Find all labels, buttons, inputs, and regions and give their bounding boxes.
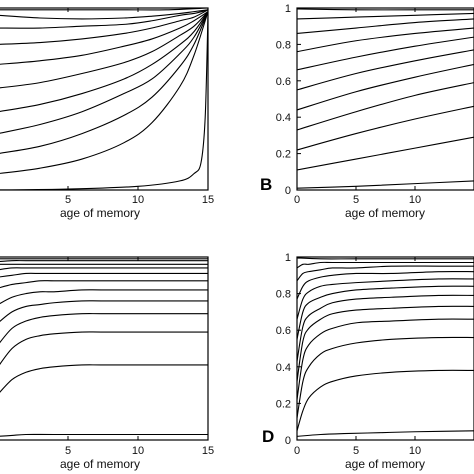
- panel-c-series-6: [0, 289, 208, 305]
- panel-b-series-2: [297, 136, 474, 171]
- panel-c-series-1: [0, 433, 208, 437]
- panel-c-xtick-label: 5: [65, 445, 71, 457]
- panel-a-series-2: [0, 11, 208, 174]
- panel-b-letter: B: [260, 175, 272, 194]
- panel-b-ytick-label: 0.8: [276, 39, 291, 51]
- panel-b-ytick-label: 0.4: [276, 112, 291, 124]
- panel-d-series-9: [297, 270, 474, 300]
- panel-a-xlabel: age of memory: [60, 206, 140, 220]
- panel-d-series-2: [297, 369, 474, 432]
- panel-d-xtick-label: 5: [353, 445, 359, 457]
- panel-d-ytick-label: 1: [285, 252, 291, 264]
- panel-c-frame: [0, 256, 209, 441]
- panel-c-series-8: [0, 272, 208, 278]
- panel-a-series-5: [0, 11, 208, 112]
- panel-a-xtick-label: 15: [202, 194, 214, 206]
- panel-d-xlabel: age of memory: [345, 457, 425, 471]
- panel-a: 5 10 15 age of memory: [0, 7, 214, 220]
- panel-c-xtick-label: 15: [202, 445, 214, 457]
- panel-a-curves: [0, 8, 208, 190]
- panel-b-xlabel: age of memory: [345, 206, 425, 220]
- panel-d-frame: [296, 256, 474, 441]
- panel-c-series-3: [0, 331, 208, 365]
- panel-b-series-11: [297, 8, 474, 11]
- panel-d-series-1: [297, 430, 474, 437]
- panel-c-series-7: [0, 280, 208, 289]
- panel-c-series-4: [0, 313, 208, 344]
- panel-d-xtick-label: 10: [409, 445, 421, 457]
- panel-a-frame: [0, 7, 209, 191]
- panel-b-ytick-label: 0.2: [276, 149, 291, 161]
- panel-a-series-4: [0, 11, 208, 134]
- panel-d-series-12: [297, 257, 474, 260]
- panel-a-series-9: [0, 9, 208, 29]
- panel-b-series-7: [297, 36, 474, 71]
- panel-b-series-10: [297, 12, 474, 20]
- panel-b-xtick-label: 5: [353, 194, 359, 206]
- panel-d-ytick-label: 0.2: [276, 398, 291, 410]
- panel-b-series-9: [297, 18, 474, 35]
- panel-c-series-2: [0, 364, 208, 393]
- panel-d-ytick-label: 0.6: [276, 325, 291, 337]
- panel-c-series-5: [0, 300, 208, 322]
- panel-d-ytick-label: 0.8: [276, 289, 291, 301]
- panel-a-series-10: [0, 9, 208, 20]
- panel-c-series-11: [0, 260, 208, 262]
- panel-a-xtick-label: 10: [132, 194, 144, 206]
- panel-d-series-8: [297, 278, 474, 320]
- panel-d-xtick-label: 0: [294, 445, 300, 457]
- panel-b-ytick-label: 0.6: [276, 76, 291, 88]
- panel-b-series-3: [297, 105, 474, 151]
- panel-d: 0 5 10 0 0.2 0.4 0.6 0.8 1 age of memory D: [262, 252, 474, 471]
- panel-b: 0 5 10 0 0.2 0.4 0.6 0.8 1 age of memory B: [260, 3, 474, 220]
- panel-d-series-5: [297, 305, 474, 382]
- panel-d-series-7: [297, 285, 474, 340]
- panel-d-series-3: [297, 336, 474, 419]
- panel-d-ytick-label: 0.4: [276, 362, 291, 374]
- panel-b-curves: [297, 8, 474, 189]
- panel-d-series-11: [297, 261, 474, 269]
- panel-b-series-4: [297, 82, 474, 131]
- panel-b-xtick-label: 10: [409, 194, 421, 206]
- panel-b-frame: [296, 7, 474, 191]
- panel-b-ytick-label: 0: [285, 185, 291, 197]
- panel-a-series-1: [0, 13, 208, 190]
- panel-c-xlabel: age of memory: [60, 457, 140, 471]
- panel-b-ytick-label: 1: [285, 3, 291, 15]
- panel-a-series-7: [0, 11, 208, 65]
- panel-b-xtick-label: 0: [294, 194, 300, 206]
- panel-a-series-3: [0, 11, 208, 154]
- panel-d-series-4: [297, 318, 474, 400]
- panel-a-series-11: [0, 8, 208, 11]
- panel-a-xtick-label: 5: [65, 194, 71, 206]
- panel-d-ytick-label: 0: [285, 435, 291, 447]
- panel-d-series-10: [297, 265, 474, 282]
- panel-c-series-9: [0, 267, 208, 271]
- panel-c: 5 10 15 age of memory: [0, 256, 214, 471]
- panel-c-xtick-label: 10: [132, 445, 144, 457]
- panel-a-series-8: [0, 9, 208, 45]
- panel-d-curves: [297, 257, 474, 437]
- panel-c-curves: [0, 258, 208, 437]
- panel-d-letter: D: [262, 427, 274, 446]
- panel-b-series-6: [297, 49, 474, 91]
- panel-b-series-5: [297, 63, 474, 111]
- panel-d-series-6: [297, 294, 474, 362]
- panel-b-series-8: [297, 27, 474, 53]
- panel-b-series-1: [297, 180, 474, 189]
- panel-a-series-6: [0, 11, 208, 89]
